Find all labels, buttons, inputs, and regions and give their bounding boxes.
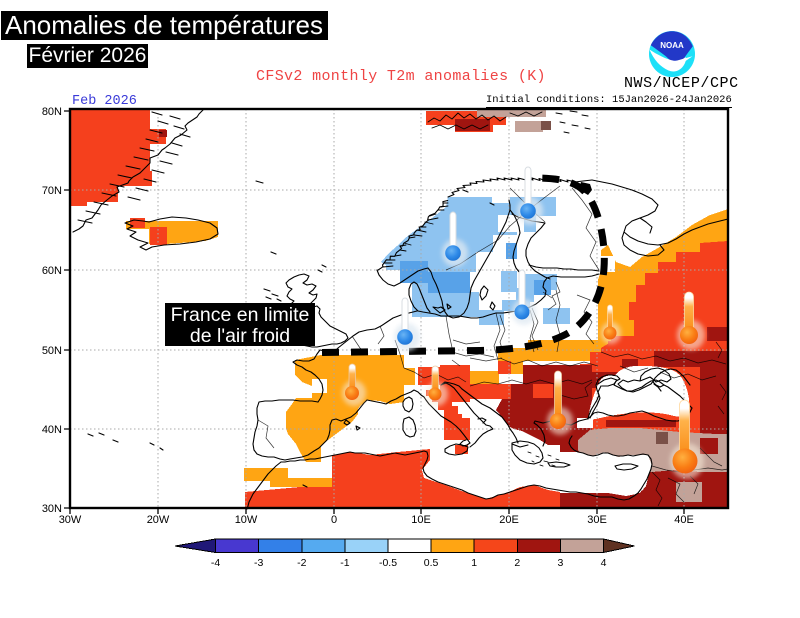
svg-text:30N: 30N [42,503,62,515]
svg-text:3: 3 [557,557,563,569]
svg-text:4: 4 [601,557,607,569]
svg-text:30W: 30W [59,514,82,526]
svg-text:NOAA: NOAA [660,41,684,50]
svg-text:40E: 40E [674,514,694,526]
svg-text:30E: 30E [587,514,607,526]
svg-text:0.5: 0.5 [424,557,439,569]
svg-text:2: 2 [514,557,520,569]
svg-text:10E: 10E [411,514,431,526]
svg-text:-0.5: -0.5 [379,557,397,569]
svg-text:50N: 50N [42,345,62,357]
svg-text:80N: 80N [42,106,62,118]
svg-text:-3: -3 [254,557,263,569]
svg-text:20E: 20E [499,514,519,526]
svg-text:0: 0 [331,514,337,526]
svg-text:70N: 70N [42,185,62,197]
svg-text:-2: -2 [297,557,306,569]
svg-text:60N: 60N [42,265,62,277]
svg-text:20W: 20W [147,514,170,526]
svg-text:-1: -1 [340,557,349,569]
svg-text:10W: 10W [235,514,258,526]
svg-text:1: 1 [471,557,477,569]
svg-text:40N: 40N [42,424,62,436]
svg-text:-4: -4 [211,557,220,569]
